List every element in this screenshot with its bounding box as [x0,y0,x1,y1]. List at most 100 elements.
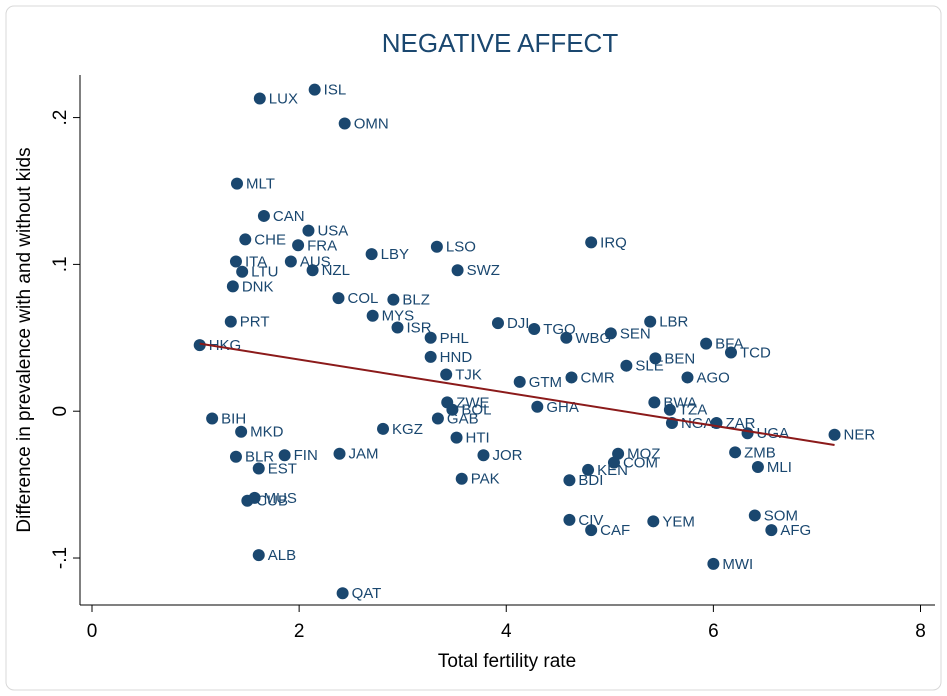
x-tick-label: 0 [87,621,98,642]
frame [5,5,942,691]
point [681,371,694,384]
point-label: BDI [578,472,603,489]
point [649,352,662,365]
point [292,239,305,252]
point-label: OMN [354,115,389,132]
point [424,331,437,344]
x-tick-label: 8 [915,621,926,642]
point-label: QAT [352,585,382,602]
point-label: SOM [764,507,798,524]
point-label: LUX [269,90,298,107]
point [620,359,633,372]
point [377,422,390,435]
point-label: BLZ [402,292,430,309]
point [491,317,504,330]
point-label: MUS [264,490,297,507]
point-label: COL [347,290,378,307]
point [647,515,660,528]
point [224,315,237,328]
chart-title: NEGATIVE AFFECT [382,28,619,58]
point [648,396,661,409]
point-label: YEM [662,513,695,530]
point-label: TJK [455,366,482,383]
point [563,513,576,526]
point [604,327,617,340]
point [560,331,573,344]
point-label: COM [623,455,658,472]
point [765,524,778,537]
point-label: ZWE [456,394,489,411]
point-label: BOL [461,402,491,419]
point [206,412,219,425]
fit-line [199,342,835,446]
point [193,339,206,352]
point [365,248,378,261]
point-label: ISL [324,82,347,99]
point-label: LBR [659,314,688,331]
point-label: CHE [254,231,286,248]
point [528,322,541,335]
point-label: HND [440,349,473,366]
point [332,292,345,305]
point [284,255,297,268]
point-label: TZA [679,402,707,419]
point [700,337,713,350]
point-label: ISR [407,319,432,336]
point [239,233,252,246]
point-label: TCD [740,344,771,361]
point [230,177,243,190]
point-label: AGO [696,369,729,386]
point-label: IRQ [600,234,627,251]
point [446,403,459,416]
point-label: WBG [575,330,611,347]
point-label: CAN [273,208,305,225]
point-label: MLI [767,459,792,476]
point-label: SLE [635,358,663,375]
point-label: MWI [722,556,753,573]
point [252,549,265,562]
point [724,346,737,359]
x-tick-label: 2 [294,621,305,642]
point [278,449,291,462]
point [707,557,720,570]
x-tick-label: 6 [708,621,719,642]
point-label: LSO [446,239,476,256]
y-axis-label: Difference in prevalence with and withou… [14,147,35,532]
point-label: CUB [256,493,288,510]
point-label: MLT [246,176,275,193]
point [306,264,319,277]
point-label: BFA [715,336,743,353]
y-tick-label: .2 [50,110,71,126]
point-label: NZL [322,262,350,279]
point [257,209,270,222]
point-label: BEN [664,350,695,367]
point [338,117,351,130]
point-label: PRT [240,314,270,331]
point-label: BIH [221,411,246,428]
point [531,400,544,413]
point-label: SEN [620,325,651,342]
y-tick-label: 0 [50,406,71,417]
point [252,462,265,475]
point-label: JOR [492,447,522,464]
point [450,431,463,444]
x-axis-label: Total fertility rate [438,651,576,672]
point-label: LBY [381,246,409,263]
point [585,236,598,249]
point [607,456,620,469]
point [236,265,249,278]
point-label: EST [268,460,297,477]
point-label: ZMB [744,444,776,461]
point-label: ALB [268,547,296,564]
point [302,224,315,237]
point [229,255,242,268]
point [513,375,526,388]
point-label: CIV [578,512,603,529]
x-tick-label: 4 [501,621,512,642]
point [253,92,266,105]
point [477,449,490,462]
point [431,412,444,425]
point-label: PHL [440,330,469,347]
point-label: SWZ [467,262,500,279]
y-tick-label: .1 [50,256,71,272]
